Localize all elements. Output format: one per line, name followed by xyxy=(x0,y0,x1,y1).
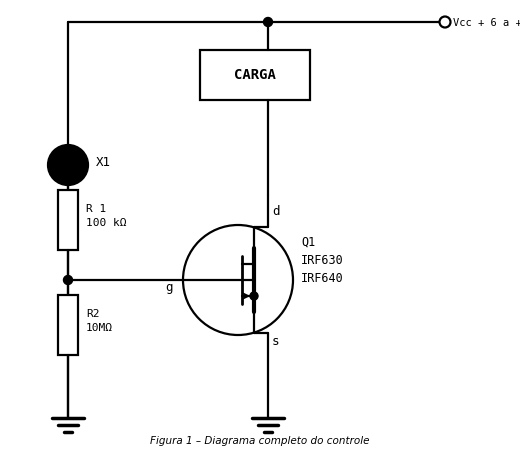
Bar xyxy=(200,50,310,100)
Text: Q1
IRF630
IRF640: Q1 IRF630 IRF640 xyxy=(301,235,344,285)
Text: R2
10MΩ: R2 10MΩ xyxy=(86,309,113,332)
Circle shape xyxy=(264,18,272,27)
Circle shape xyxy=(48,145,88,185)
Circle shape xyxy=(439,17,450,28)
Text: s: s xyxy=(272,335,280,348)
Circle shape xyxy=(183,225,293,335)
Text: R 1
100 kΩ: R 1 100 kΩ xyxy=(86,204,126,228)
Bar xyxy=(58,190,78,250)
Text: Figura 1 – Diagrama completo do controle: Figura 1 – Diagrama completo do controle xyxy=(150,436,370,446)
Text: X1: X1 xyxy=(96,156,111,170)
Text: Vcc + 6 a + 15V: Vcc + 6 a + 15V xyxy=(453,18,520,28)
Text: d: d xyxy=(272,205,280,218)
Circle shape xyxy=(63,276,72,285)
Text: g: g xyxy=(165,281,173,294)
Circle shape xyxy=(250,292,258,300)
Text: CARGA: CARGA xyxy=(234,68,276,82)
Bar xyxy=(58,295,78,355)
